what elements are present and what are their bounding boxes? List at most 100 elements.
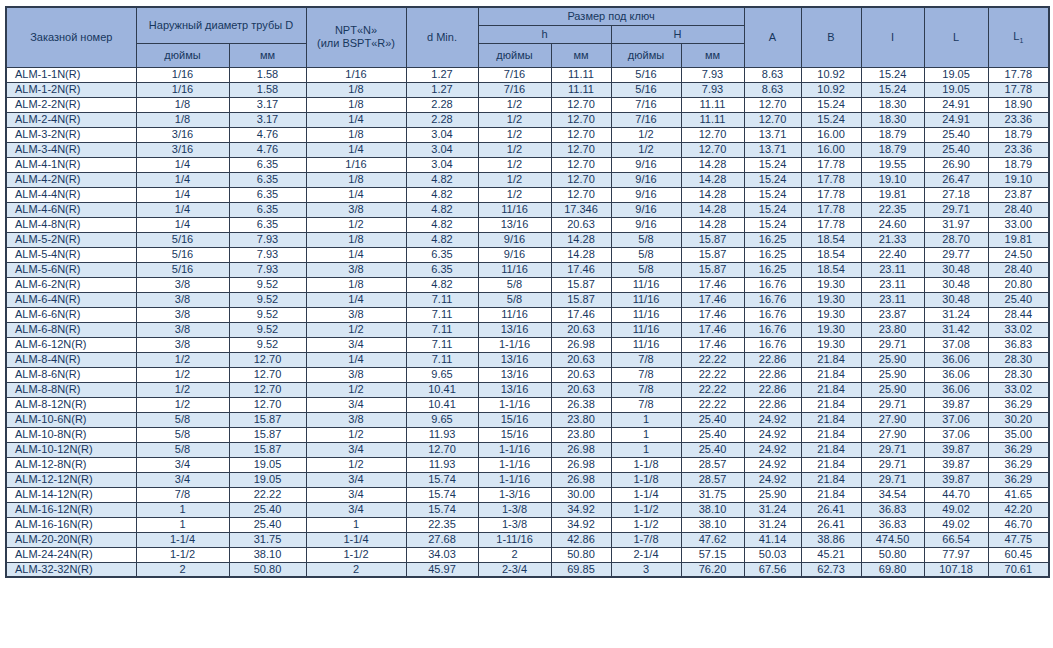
table-cell: 21.84 <box>801 382 861 397</box>
table-cell: 44.70 <box>924 487 988 502</box>
header-npt-line2: (или BSPT«R») <box>317 37 395 49</box>
table-cell: 28.30 <box>988 367 1049 382</box>
order-number-cell: ALM-10-6N(R) <box>6 412 136 427</box>
table-cell: 14.28 <box>681 187 744 202</box>
table-cell: 15.74 <box>406 502 478 517</box>
table-cell: 14.28 <box>681 172 744 187</box>
table-cell: 69.85 <box>551 562 611 577</box>
table-cell: 3/4 <box>136 472 229 487</box>
table-cell: 46.70 <box>988 517 1049 532</box>
table-header: Заказной номер Наружный диаметр трубы D … <box>6 7 1049 67</box>
table-cell: 27.18 <box>924 187 988 202</box>
table-cell: 5/16 <box>136 262 229 277</box>
table-cell: 1 <box>611 412 681 427</box>
table-cell: 1-7/8 <box>611 532 681 547</box>
table-cell: 5/8 <box>136 427 229 442</box>
table-cell: 23.36 <box>988 142 1049 157</box>
table-cell: 36.06 <box>924 382 988 397</box>
table-cell: 18.30 <box>861 97 924 112</box>
table-cell: 17.46 <box>551 262 611 277</box>
table-cell: 33.02 <box>988 322 1049 337</box>
table-cell: 23.80 <box>551 427 611 442</box>
table-cell: 3/8 <box>136 307 229 322</box>
table-cell: 30.48 <box>924 262 988 277</box>
header-col-a: A <box>744 7 801 67</box>
table-cell: 25.90 <box>744 487 801 502</box>
table-cell: 16.76 <box>744 277 801 292</box>
table-cell: 22.35 <box>861 202 924 217</box>
table-cell: 27.90 <box>861 412 924 427</box>
table-cell: 18.79 <box>988 127 1049 142</box>
table-row: ALM-12-8N(R)3/419.051/211.931-1/1626.981… <box>6 457 1049 472</box>
table-cell: 1/2 <box>478 157 551 172</box>
table-cell: 36.83 <box>861 502 924 517</box>
table-cell: 19.30 <box>801 277 861 292</box>
table-cell: 69.80 <box>861 562 924 577</box>
table-cell: 1-1/2 <box>306 547 406 562</box>
table-cell: 7/16 <box>611 97 681 112</box>
table-cell: 23.87 <box>861 307 924 322</box>
table-cell: 1/4 <box>306 247 406 262</box>
table-cell: 39.87 <box>924 397 988 412</box>
table-cell: 2 <box>136 562 229 577</box>
table-row: ALM-5-6N(R)5/167.933/86.3511/1617.465/81… <box>6 262 1049 277</box>
table-row: ALM-8-12N(R)1/212.703/410.411-1/1626.387… <box>6 397 1049 412</box>
table-cell: 25.40 <box>229 502 306 517</box>
table-cell: 14.28 <box>551 232 611 247</box>
table-cell: 23.80 <box>551 412 611 427</box>
table-cell: 34.03 <box>406 547 478 562</box>
table-cell: 9.65 <box>406 412 478 427</box>
table-cell: 24.92 <box>744 472 801 487</box>
table-cell: 17.346 <box>551 202 611 217</box>
table-cell: 18.54 <box>801 247 861 262</box>
order-number-cell: ALM-5-2N(R) <box>6 232 136 247</box>
table-row: ALM-24-24N(R)1-1/238.101-1/234.03250.802… <box>6 547 1049 562</box>
table-cell: 1/2 <box>306 427 406 442</box>
table-cell: 24.92 <box>744 427 801 442</box>
table-cell: 107.18 <box>924 562 988 577</box>
table-cell: 1/2 <box>306 322 406 337</box>
table-cell: 21.84 <box>801 457 861 472</box>
table-cell: 22.22 <box>681 382 744 397</box>
table-cell: 27.68 <box>406 532 478 547</box>
table-cell: 4.82 <box>406 187 478 202</box>
table-cell: 1/8 <box>306 277 406 292</box>
table-cell: 1/4 <box>306 112 406 127</box>
table-cell: 25.90 <box>861 352 924 367</box>
table-cell: 1.58 <box>229 67 306 82</box>
table-cell: 36.29 <box>988 397 1049 412</box>
table-cell: 6.35 <box>229 187 306 202</box>
header-order-number: Заказной номер <box>6 7 136 67</box>
table-cell: 41.65 <box>988 487 1049 502</box>
table-cell: 26.98 <box>551 472 611 487</box>
table-cell: 3/4 <box>306 487 406 502</box>
table-cell: 39.87 <box>924 457 988 472</box>
table-cell: 70.61 <box>988 562 1049 577</box>
table-cell: 7/16 <box>611 112 681 127</box>
table-cell: 21.84 <box>801 412 861 427</box>
table-cell: 34.92 <box>551 502 611 517</box>
table-cell: 11.11 <box>681 97 744 112</box>
table-cell: 31.97 <box>924 217 988 232</box>
order-number-cell: ALM-20-20N(R) <box>6 532 136 547</box>
table-cell: 1/2 <box>478 127 551 142</box>
table-cell: 9.52 <box>229 292 306 307</box>
table-cell: 3.17 <box>229 97 306 112</box>
table-cell: 31.75 <box>229 532 306 547</box>
table-cell: 26.90 <box>924 157 988 172</box>
table-cell: 7.11 <box>406 307 478 322</box>
table-cell: 17.46 <box>681 307 744 322</box>
header-col-b: B <box>801 7 861 67</box>
table-cell: 7.11 <box>406 322 478 337</box>
table-cell: 7/8 <box>611 397 681 412</box>
table-cell: 12.70 <box>744 112 801 127</box>
table-cell: 11.11 <box>681 112 744 127</box>
table-cell: 13/16 <box>478 367 551 382</box>
table-row: ALM-16-12N(R)125.403/415.741-3/834.921-1… <box>6 502 1049 517</box>
table-cell: 7/8 <box>611 367 681 382</box>
table-cell: 1/2 <box>478 172 551 187</box>
table-cell: 9/16 <box>611 172 681 187</box>
table-row: ALM-16-16N(R)125.40122.351-3/834.921-1/2… <box>6 517 1049 532</box>
table-cell: 47.75 <box>988 532 1049 547</box>
table-cell: 17.78 <box>988 67 1049 82</box>
